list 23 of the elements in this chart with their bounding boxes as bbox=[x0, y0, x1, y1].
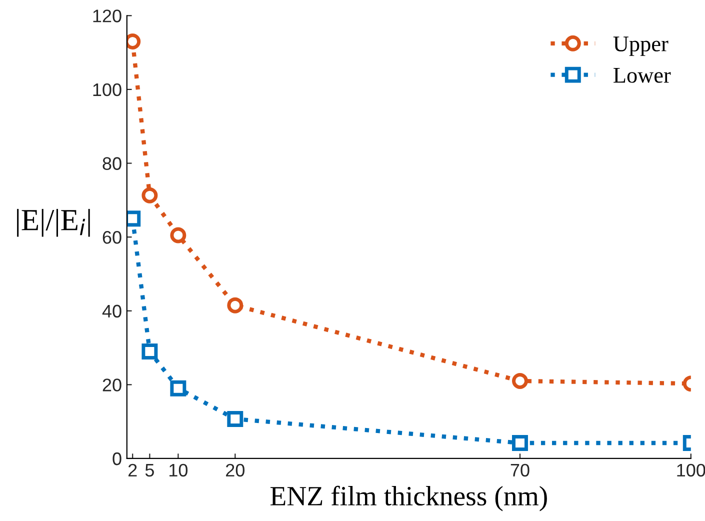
y-tick-label: 20 bbox=[102, 378, 122, 392]
x-axis-title: ENZ film thickness (nm) bbox=[270, 486, 547, 512]
point bbox=[227, 297, 244, 314]
point bbox=[142, 187, 158, 204]
y-axis-title: |E|/|E$_{i}$| bbox=[17, 208, 90, 237]
x-tick-label: 100 bbox=[677, 464, 705, 477]
x-tick-label: 70 bbox=[510, 464, 530, 477]
x-tick-label: 5 bbox=[145, 464, 154, 477]
x-tick-label: 2 bbox=[128, 464, 137, 476]
y-tick-label: 120 bbox=[93, 10, 122, 22]
point bbox=[227, 411, 244, 427]
y-tick-label: 0 bbox=[112, 452, 122, 466]
x-tick-label: 10 bbox=[170, 464, 188, 477]
legend-label: Lower bbox=[614, 68, 671, 83]
point bbox=[142, 343, 158, 360]
y-tick-label: 80 bbox=[102, 157, 122, 170]
legend-label: Upper bbox=[613, 36, 668, 56]
y-tick-label: 60 bbox=[102, 230, 122, 244]
x-tick-label: 20 bbox=[226, 464, 244, 477]
y-tick-label: 40 bbox=[102, 304, 122, 318]
point bbox=[170, 380, 186, 396]
point bbox=[170, 227, 186, 244]
y-tick-label: 100 bbox=[93, 83, 122, 96]
